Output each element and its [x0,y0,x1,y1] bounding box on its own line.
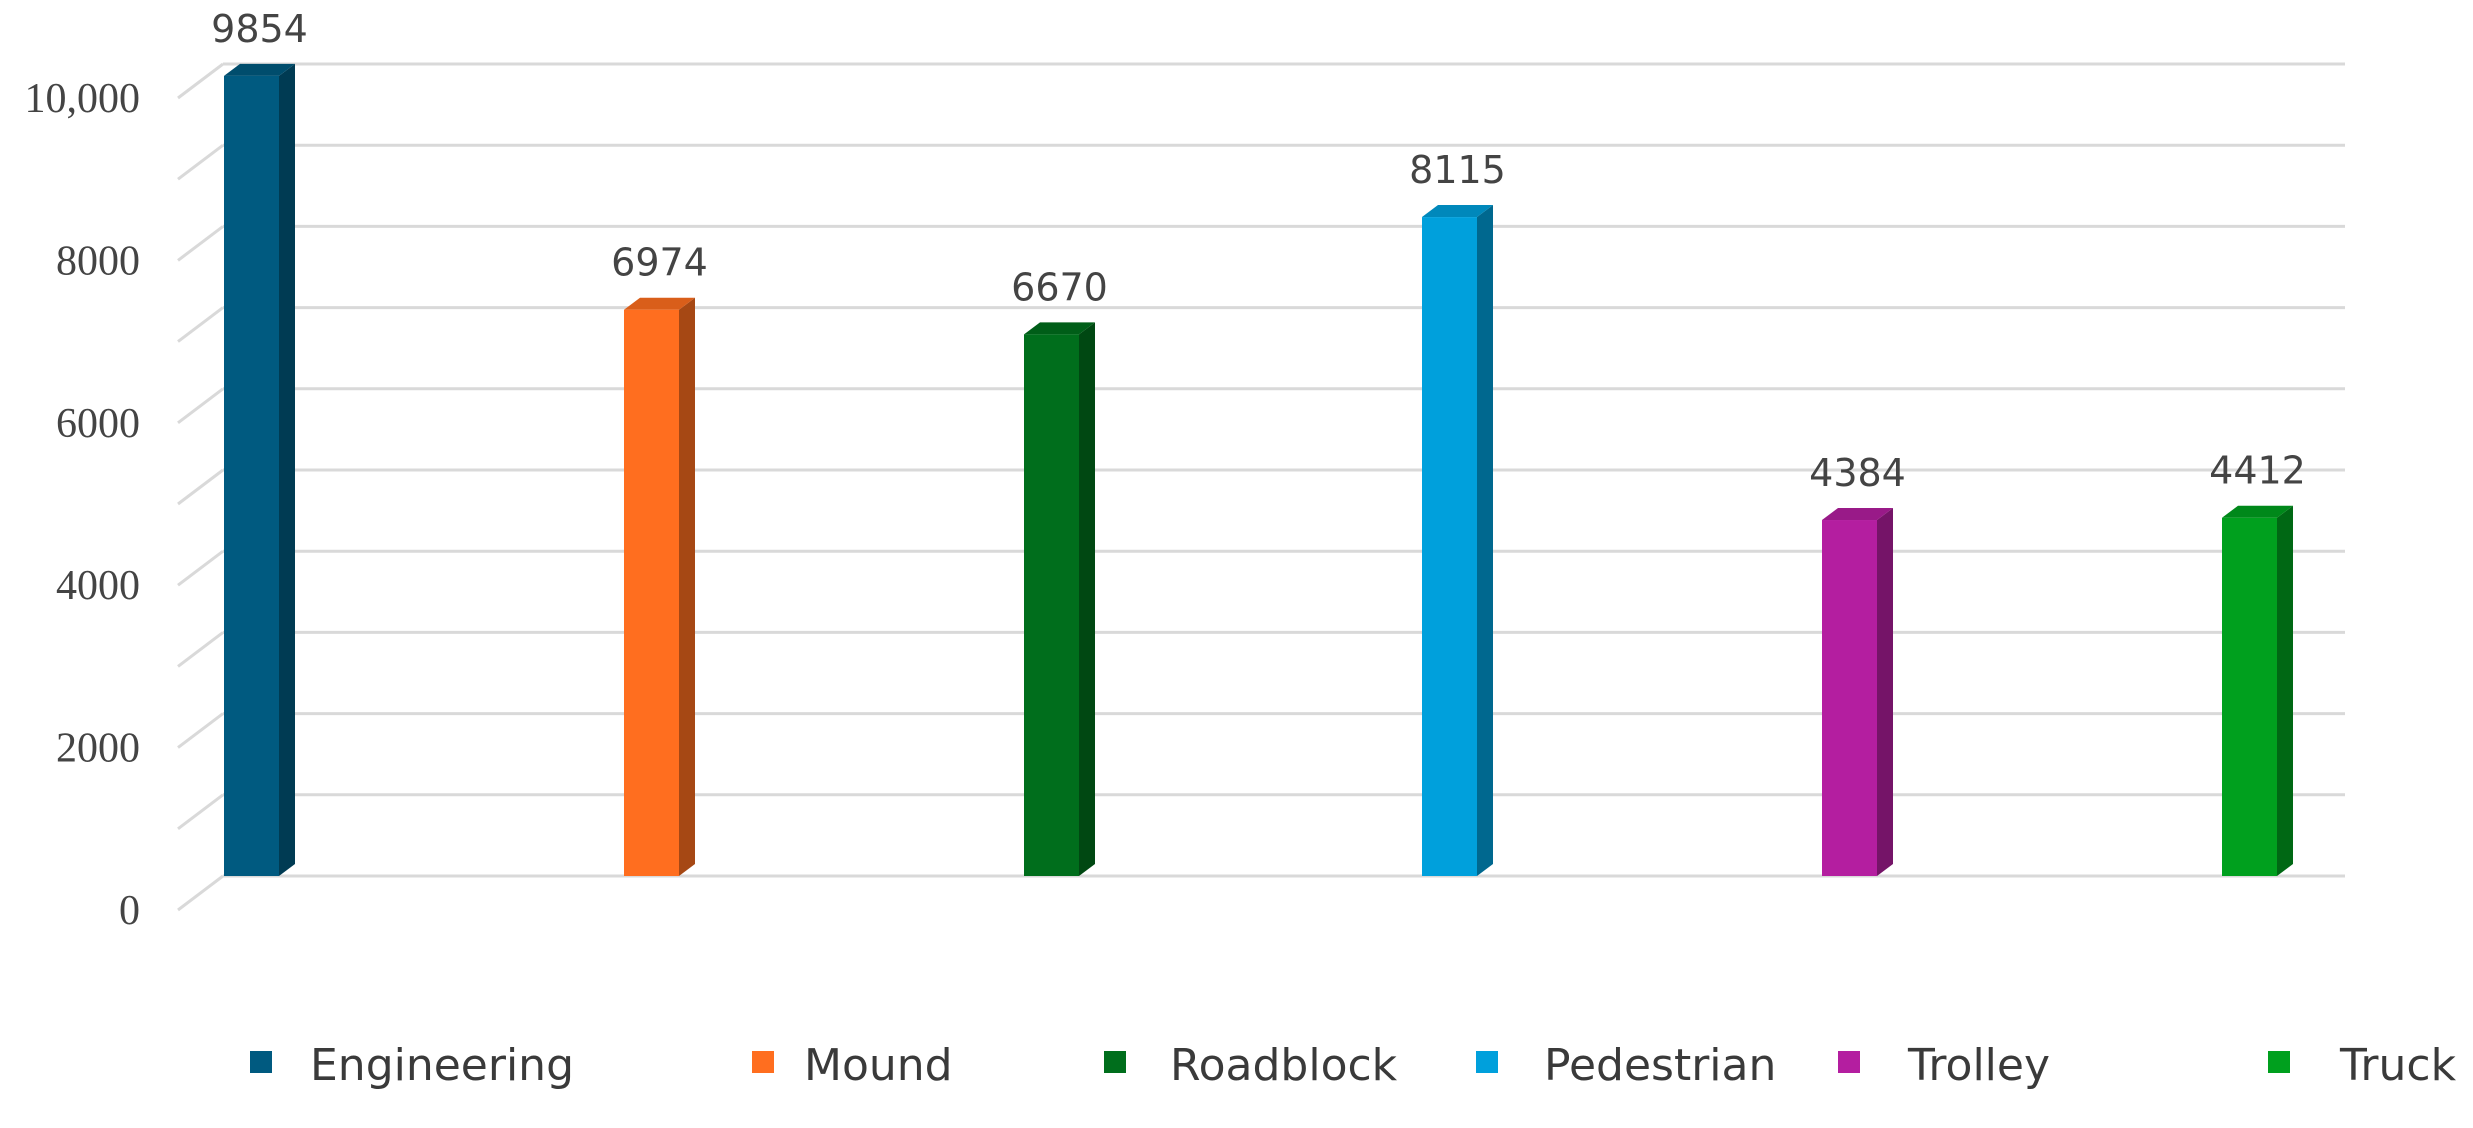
bar-front [1024,334,1079,876]
legend-label: Trolley [1907,1040,2050,1091]
legend-item: Pedestrian [1476,1040,1776,1091]
gridline-slant [177,631,224,668]
gridline-slant [177,306,224,343]
bar-side [1079,322,1095,876]
gridline-slant [177,793,224,830]
bar-side [1877,508,1893,876]
gridline-slant [177,62,224,100]
legend-swatch [1104,1051,1126,1073]
legend-item: Truck [2268,1040,2457,1091]
y-tick-label: 8000 [56,238,140,284]
gridline-slant [177,144,224,181]
y-tick-label: 6000 [56,401,140,447]
gridline-slant [177,874,224,912]
bar-top [2222,505,2293,518]
legend-label: Engineering [310,1040,574,1091]
legend-item: Trolley [1838,1040,2050,1091]
bar-side [279,63,295,876]
y-tick-label: 4000 [56,563,140,609]
data-label: 9854 [211,7,308,51]
bar-pedestrian [1422,205,1493,876]
legend-swatch [1476,1051,1498,1073]
bar-side [1477,205,1493,876]
data-label: 4384 [1809,451,1906,495]
bar-top [624,297,695,310]
legend-item: Engineering [250,1040,574,1091]
legend-label: Mound [804,1040,953,1091]
legend-swatch [250,1051,272,1073]
bar-front [624,309,679,877]
data-label: 6670 [1011,265,1108,309]
legend-item: Roadblock [1104,1040,1398,1091]
y-axis-ticks: 0 2000 4000 6000 8000 10,000 [25,76,141,934]
legend-item: Mound [752,1040,953,1091]
data-label: 8115 [1409,148,1506,192]
bar-side [2277,505,2293,876]
bar-top [1822,508,1893,521]
data-label: 4412 [2209,449,2306,493]
bar-top [224,63,295,76]
legend-label: Truck [2339,1040,2457,1091]
bar-front [2222,517,2277,876]
y-tick-label: 0 [119,888,140,934]
legend-swatch [752,1051,774,1073]
bar-mound [624,297,695,877]
legend-swatch [2268,1051,2290,1073]
gridline-slant [177,225,224,262]
gridline-slant [177,550,224,587]
y-tick-label: 10,000 [25,76,141,122]
bar-trolley [1822,508,1893,876]
legend-label: Roadblock [1170,1040,1398,1091]
bar-top [1422,205,1493,218]
bar-front [224,75,279,876]
gridlines [177,62,2345,912]
bar-top [1024,322,1095,335]
bar-front [1822,520,1877,876]
bars [224,63,2293,877]
bar-engineering [224,63,295,876]
legend-label: Pedestrian [1544,1040,1776,1091]
gridline-slant [177,387,224,424]
bar-side [679,297,695,877]
gridline-slant [177,712,224,749]
bar-roadblock [1024,322,1095,876]
bar-truck [2222,505,2293,876]
bar-front [1422,217,1477,876]
legend: Engineering Mound Roadblock Pedestrian Troll… [250,1040,2457,1091]
data-labels: 9854 6974 6670 8115 4384 4412 [211,7,2306,495]
data-label: 6974 [611,241,708,285]
y-tick-label: 2000 [56,726,140,772]
gridline-slant [177,468,224,506]
legend-swatch [1838,1051,1860,1073]
